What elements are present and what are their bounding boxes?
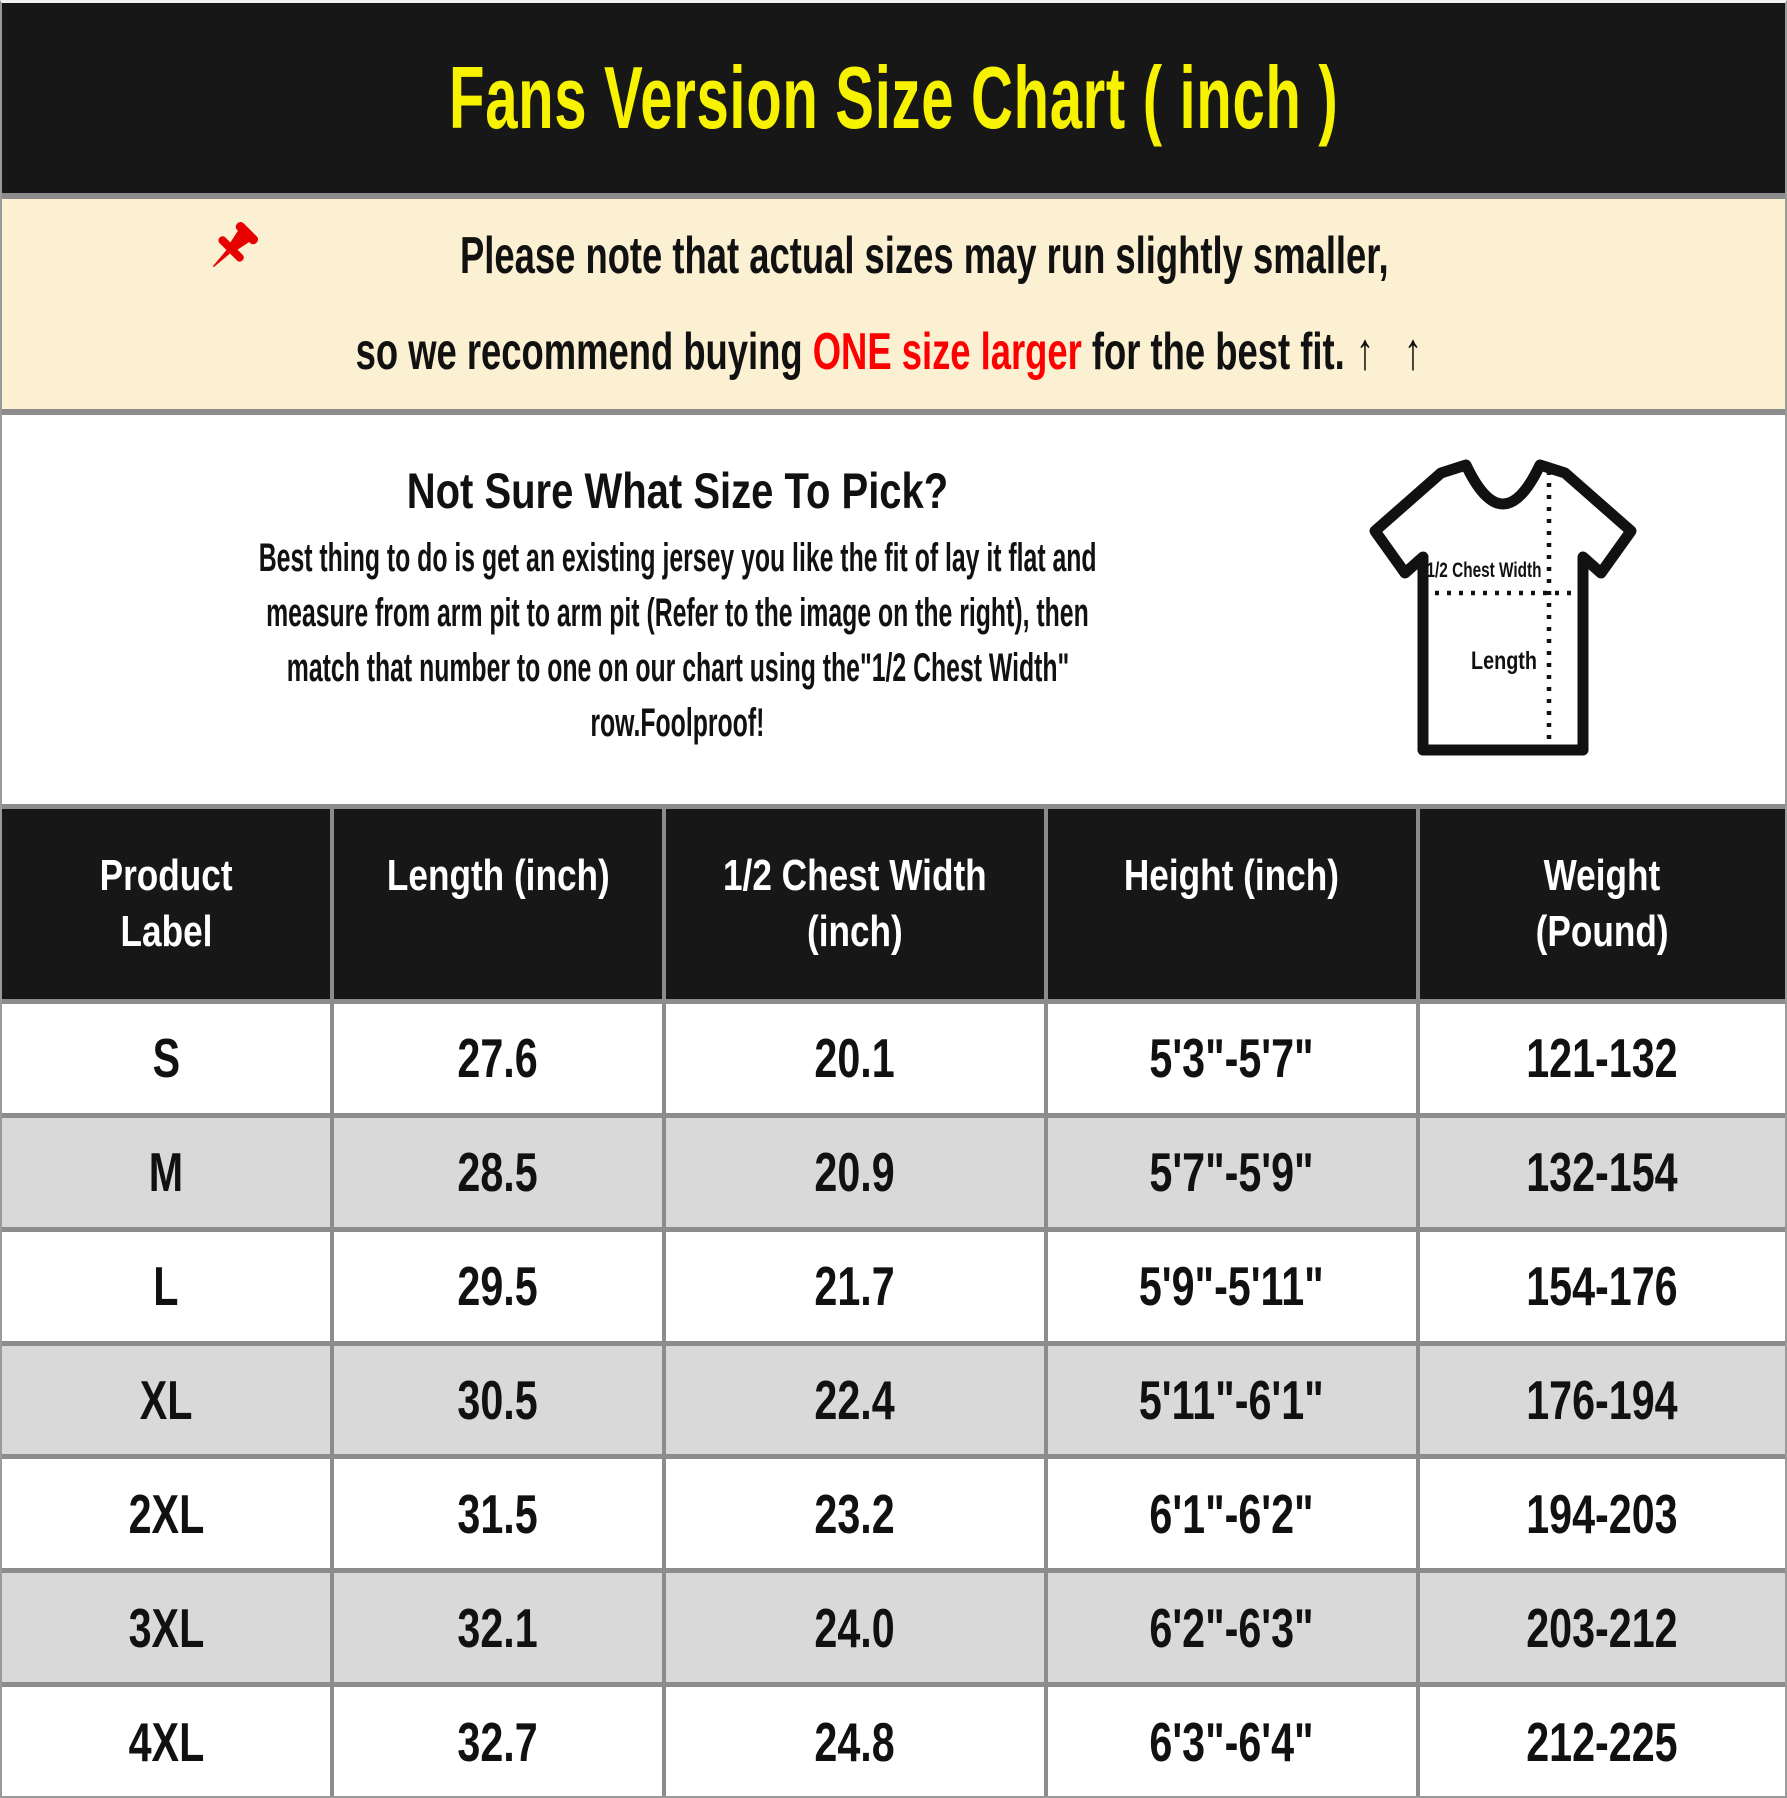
notice-line-2: so we recommend buying ONE size larger f… xyxy=(125,304,1662,400)
col-header-height: Height (inch) xyxy=(1047,809,1420,999)
cell-weight: 203-212 xyxy=(1419,1573,1785,1683)
notice-text-1: Please note that actual sizes may run sl… xyxy=(460,227,1389,285)
cell-weight: 154-176 xyxy=(1526,1255,1679,1318)
guide-body-line: measure from arm pit to arm pit (Refer t… xyxy=(266,591,1089,635)
cell-label: XL xyxy=(2,1345,335,1455)
cell-height: 6'3"-6'4" xyxy=(1048,1687,1420,1796)
pushpin-icon xyxy=(213,221,259,268)
cell-label: L xyxy=(2,1231,335,1341)
table-header-row: Product Label Length (inch) 1/2 Chest Wi… xyxy=(2,809,1785,999)
cell-length: 29.5 xyxy=(334,1231,666,1341)
cell-height: 6'2"-6'3" xyxy=(1047,1573,1420,1683)
cell-length: 28.5 xyxy=(334,1117,666,1227)
notice-highlight: ONE size larger xyxy=(812,323,1082,381)
cell-chest: 22.4 xyxy=(665,1345,1048,1455)
size-row-3xl: 3XL 32.1 24.0 6'2"-6'3" 203-212 xyxy=(2,1568,1785,1683)
guide-body-line: row.Foolproof! xyxy=(590,701,765,745)
size-row-xl: XL 30.5 22.4 5'11"-6'1" 176-194 xyxy=(2,1340,1785,1455)
notice-text-2-suffix: for the best fit. xyxy=(1081,323,1345,381)
cell-chest: 20.9 xyxy=(665,1117,1048,1227)
cell-length: 32.1 xyxy=(334,1573,666,1683)
title-bar: Fans Version Size Chart ( inch ) xyxy=(2,3,1785,193)
cell-height: 6'1"-6'2" xyxy=(1048,1459,1420,1569)
cell-weight: 176-194 xyxy=(1419,1345,1785,1455)
size-row-4xl: 4XL 32.7 24.8 6'3"-6'4" 212-225 xyxy=(2,1682,1785,1796)
cell-chest: 23.2 xyxy=(666,1459,1048,1569)
cell-weight: 132-154 xyxy=(1419,1117,1785,1227)
cell-chest: 24.8 xyxy=(666,1687,1048,1796)
measurement-diagram: 1/2 Chest Width Length xyxy=(1353,445,1653,780)
length-label: Length xyxy=(1471,647,1537,675)
cell-label: 3XL xyxy=(2,1573,335,1683)
cell-weight: 121-132 xyxy=(1526,1027,1679,1090)
cell-length: 30.5 xyxy=(334,1345,666,1455)
guide-heading: Not Sure What Size To Pick? xyxy=(406,463,949,519)
page-title: Fans Version Size Chart ( inch ) xyxy=(448,48,1339,147)
size-row-2xl: 2XL 31.5 23.2 6'1"-6'2" 194-203 xyxy=(2,1454,1785,1569)
guide-text: Not Sure What Size To Pick? Best thing t… xyxy=(2,415,1353,751)
cell-chest: 21.7 xyxy=(666,1231,1048,1341)
notice-text-2-prefix: so we recommend buying xyxy=(355,323,813,381)
col-header-length: Length (inch) xyxy=(334,809,666,999)
col-header-weight: Weight (Pound) xyxy=(1419,809,1785,999)
section-divider xyxy=(2,409,1785,415)
cell-label: S xyxy=(2,1004,335,1113)
notice-text-2: so we recommend buying ONE size larger f… xyxy=(355,322,1431,382)
notice-line-1: Please note that actual sizes may run sl… xyxy=(199,208,1588,304)
cell-height: 5'11"-6'1" xyxy=(1047,1345,1420,1455)
guide-section: Not Sure What Size To Pick? Best thing t… xyxy=(2,415,1785,804)
col-header-chest-width: 1/2 Chest Width (inch) xyxy=(665,809,1048,999)
cell-height: 5'9"-5'11" xyxy=(1048,1231,1420,1341)
cell-label: M xyxy=(2,1117,335,1227)
size-row-l: L 29.5 21.7 5'9"-5'11" 154-176 xyxy=(2,1226,1785,1341)
cell-weight: 212-225 xyxy=(1526,1710,1679,1773)
cell-chest: 24.0 xyxy=(665,1573,1048,1683)
tshirt-outline xyxy=(1369,459,1637,756)
col-header-product-label: Product Label xyxy=(2,809,335,999)
size-table: Product Label Length (inch) 1/2 Chest Wi… xyxy=(2,809,1785,1796)
section-divider xyxy=(2,193,1785,199)
tshirt-diagram: 1/2 Chest Width Length xyxy=(1369,459,1637,756)
cell-weight: 194-203 xyxy=(1526,1482,1679,1545)
cell-height: 5'7"-5'9" xyxy=(1047,1117,1420,1227)
size-row-m: M 28.5 20.9 5'7"-5'9" 132-154 xyxy=(2,1112,1785,1227)
chest-width-label: 1/2 Chest Width xyxy=(1427,559,1542,582)
guide-body-line: match that number to one on our chart us… xyxy=(286,646,1069,690)
notice-panel: Please note that actual sizes may run sl… xyxy=(2,199,1785,409)
cell-chest: 20.1 xyxy=(666,1004,1048,1113)
size-row-s: S 27.6 20.1 5'3"-5'7" 121-132 xyxy=(2,999,1785,1113)
up-arrows: ↑ ↑ xyxy=(1355,323,1432,381)
cell-length: 27.6 xyxy=(334,1004,666,1113)
guide-body: Best thing to do is get an existing jers… xyxy=(2,531,1353,751)
cell-length: 32.7 xyxy=(334,1687,666,1796)
guide-body-line: Best thing to do is get an existing jers… xyxy=(258,536,1097,580)
cell-label: 2XL xyxy=(2,1459,335,1569)
cell-length: 31.5 xyxy=(334,1459,666,1569)
cell-height: 5'3"-5'7" xyxy=(1048,1004,1420,1113)
section-divider xyxy=(2,804,1785,809)
cell-label: 4XL xyxy=(2,1687,335,1796)
